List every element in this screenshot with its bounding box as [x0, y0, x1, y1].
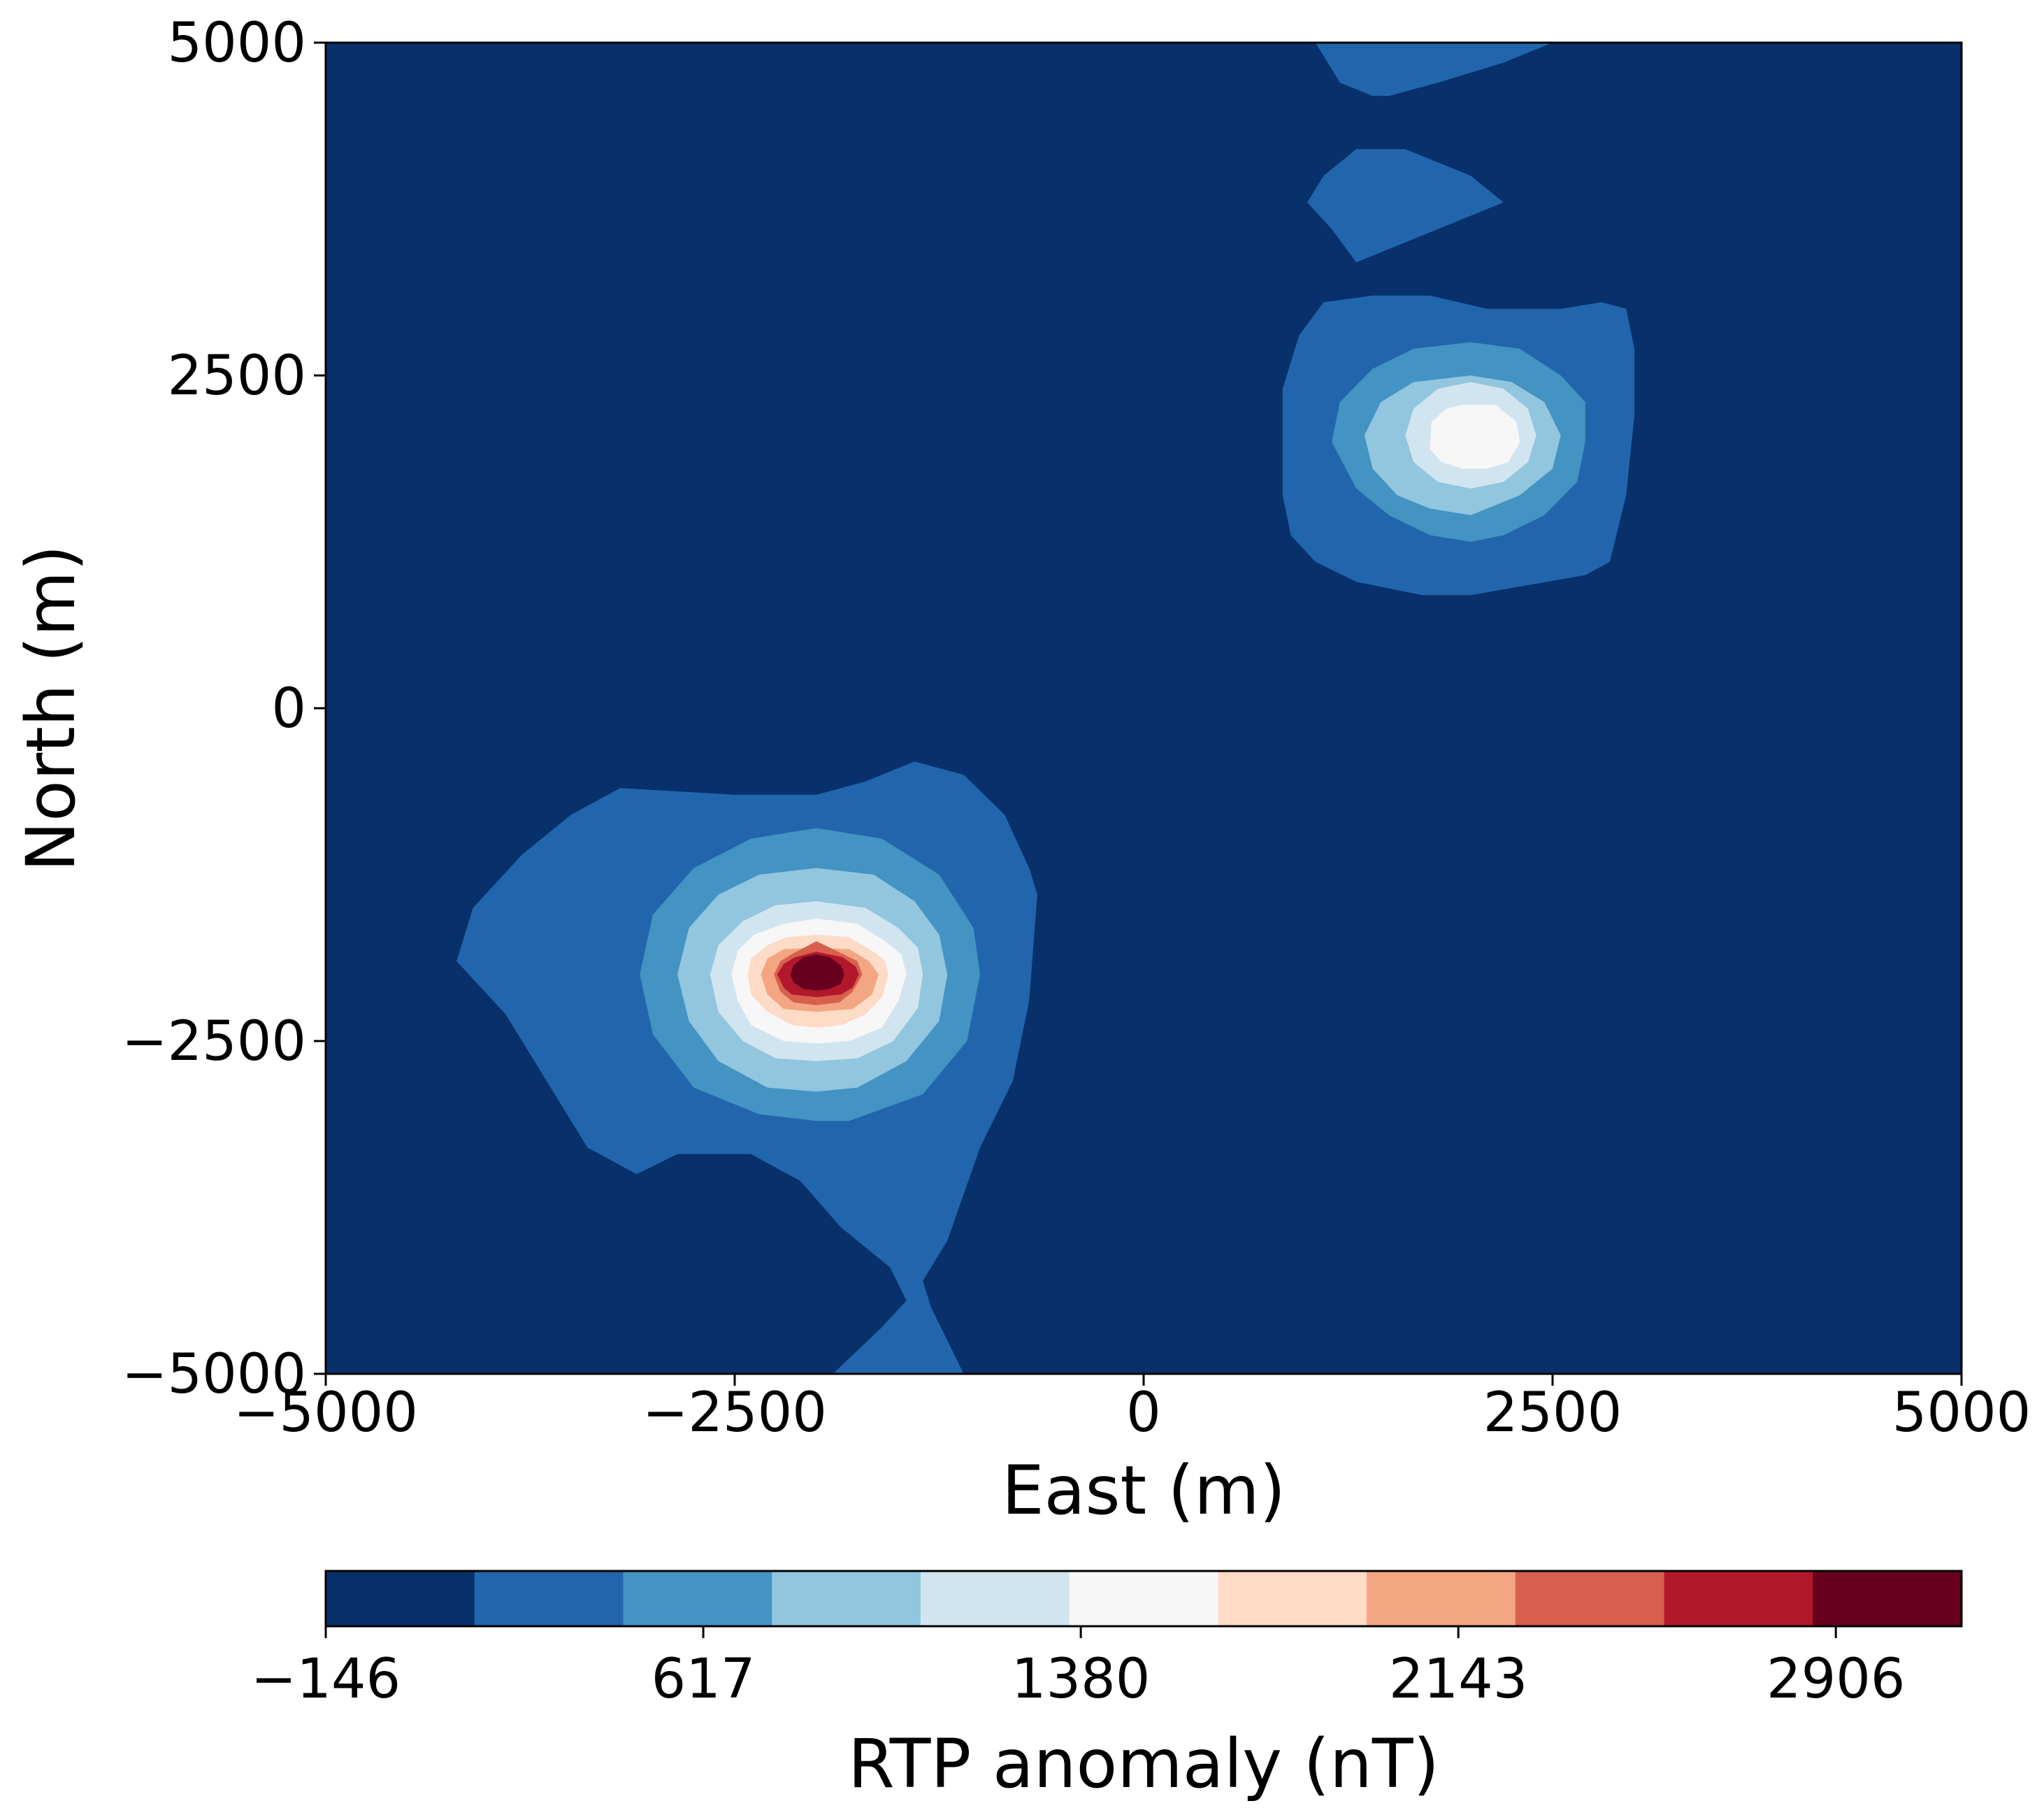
y-tick-label: 5000 — [167, 12, 306, 75]
colorbar-swatch — [1664, 1571, 1813, 1626]
x-tick-label: 5000 — [1892, 1382, 2031, 1444]
y-tick-label: 2500 — [167, 345, 306, 408]
y-tick-label: −2500 — [122, 1010, 306, 1073]
contour-level-2-5 — [1430, 404, 1520, 469]
colorbar-swatch — [1069, 1571, 1218, 1626]
x-axis-ticks: −5000 −2500 0 2500 5000 — [233, 1374, 2031, 1444]
contour-level-1-10 — [790, 954, 844, 991]
y-tick-label: 0 — [271, 677, 306, 740]
y-axis-label: North (m) — [12, 545, 90, 871]
colorbar-swatch — [474, 1571, 624, 1626]
contour-level-4-1 — [1315, 43, 1553, 96]
x-axis-label: East (m) — [1002, 1451, 1286, 1530]
x-tick-label: 2500 — [1483, 1382, 1622, 1444]
colorbar-frame — [324, 1570, 1963, 1628]
x-tick-label: −5000 — [233, 1382, 418, 1444]
colorbar-tick-label: 2143 — [1389, 1648, 1528, 1711]
colorbar-swatch — [326, 1571, 475, 1626]
colorbar-tick-label: 1380 — [1012, 1648, 1151, 1711]
colorbar-ticks: −146 617 1380 2143 2906 — [251, 1626, 1906, 1711]
colorbar-swatch — [1218, 1571, 1367, 1626]
contour-levels — [456, 43, 1634, 1374]
x-tick-label: −2500 — [642, 1382, 827, 1444]
colorbar-swatch — [1515, 1571, 1665, 1626]
colorbar-swatch — [772, 1571, 921, 1626]
colorbar-swatches — [326, 1571, 1962, 1626]
colorbar: −146 617 1380 2143 2906 RTP anomaly (nT) — [251, 1570, 1963, 1803]
contour-level-3-1 — [1307, 149, 1504, 263]
y-axis-ticks: −5000 −2500 0 2500 5000 — [122, 12, 326, 1406]
colorbar-tick-label: 2906 — [1766, 1648, 1906, 1711]
background-contour-region — [326, 43, 1962, 1374]
colorbar-swatch — [1813, 1571, 1962, 1626]
colorbar-swatch — [623, 1571, 772, 1626]
colorbar-swatch — [920, 1571, 1070, 1626]
colorbar-tick-label: −146 — [251, 1648, 401, 1711]
colorbar-swatch — [1367, 1571, 1516, 1626]
colorbar-label: RTP anomaly (nT) — [848, 1725, 1439, 1803]
y-tick-label: −5000 — [122, 1343, 306, 1406]
x-tick-label: 0 — [1126, 1382, 1161, 1444]
contour-plot-area — [324, 41, 1963, 1375]
colorbar-tick-label: 617 — [652, 1648, 756, 1711]
